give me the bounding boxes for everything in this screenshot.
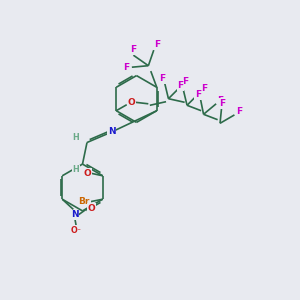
Text: N: N	[108, 128, 116, 136]
Text: F: F	[159, 74, 165, 83]
Text: F: F	[154, 40, 160, 49]
Text: H: H	[72, 165, 79, 174]
Text: H: H	[72, 134, 79, 142]
Text: F: F	[182, 77, 189, 86]
Text: O: O	[88, 204, 95, 213]
Text: O: O	[83, 169, 91, 178]
Text: F: F	[218, 96, 224, 105]
Text: F: F	[195, 90, 201, 99]
Text: F: F	[177, 81, 184, 90]
Text: N: N	[71, 210, 79, 219]
Text: O⁻: O⁻	[71, 226, 82, 235]
Text: F: F	[219, 99, 225, 108]
Text: F: F	[130, 45, 136, 54]
Text: F: F	[236, 107, 242, 116]
Text: F: F	[123, 63, 130, 72]
Text: Br: Br	[79, 197, 90, 206]
Text: O: O	[128, 98, 135, 107]
Text: F: F	[201, 84, 207, 93]
